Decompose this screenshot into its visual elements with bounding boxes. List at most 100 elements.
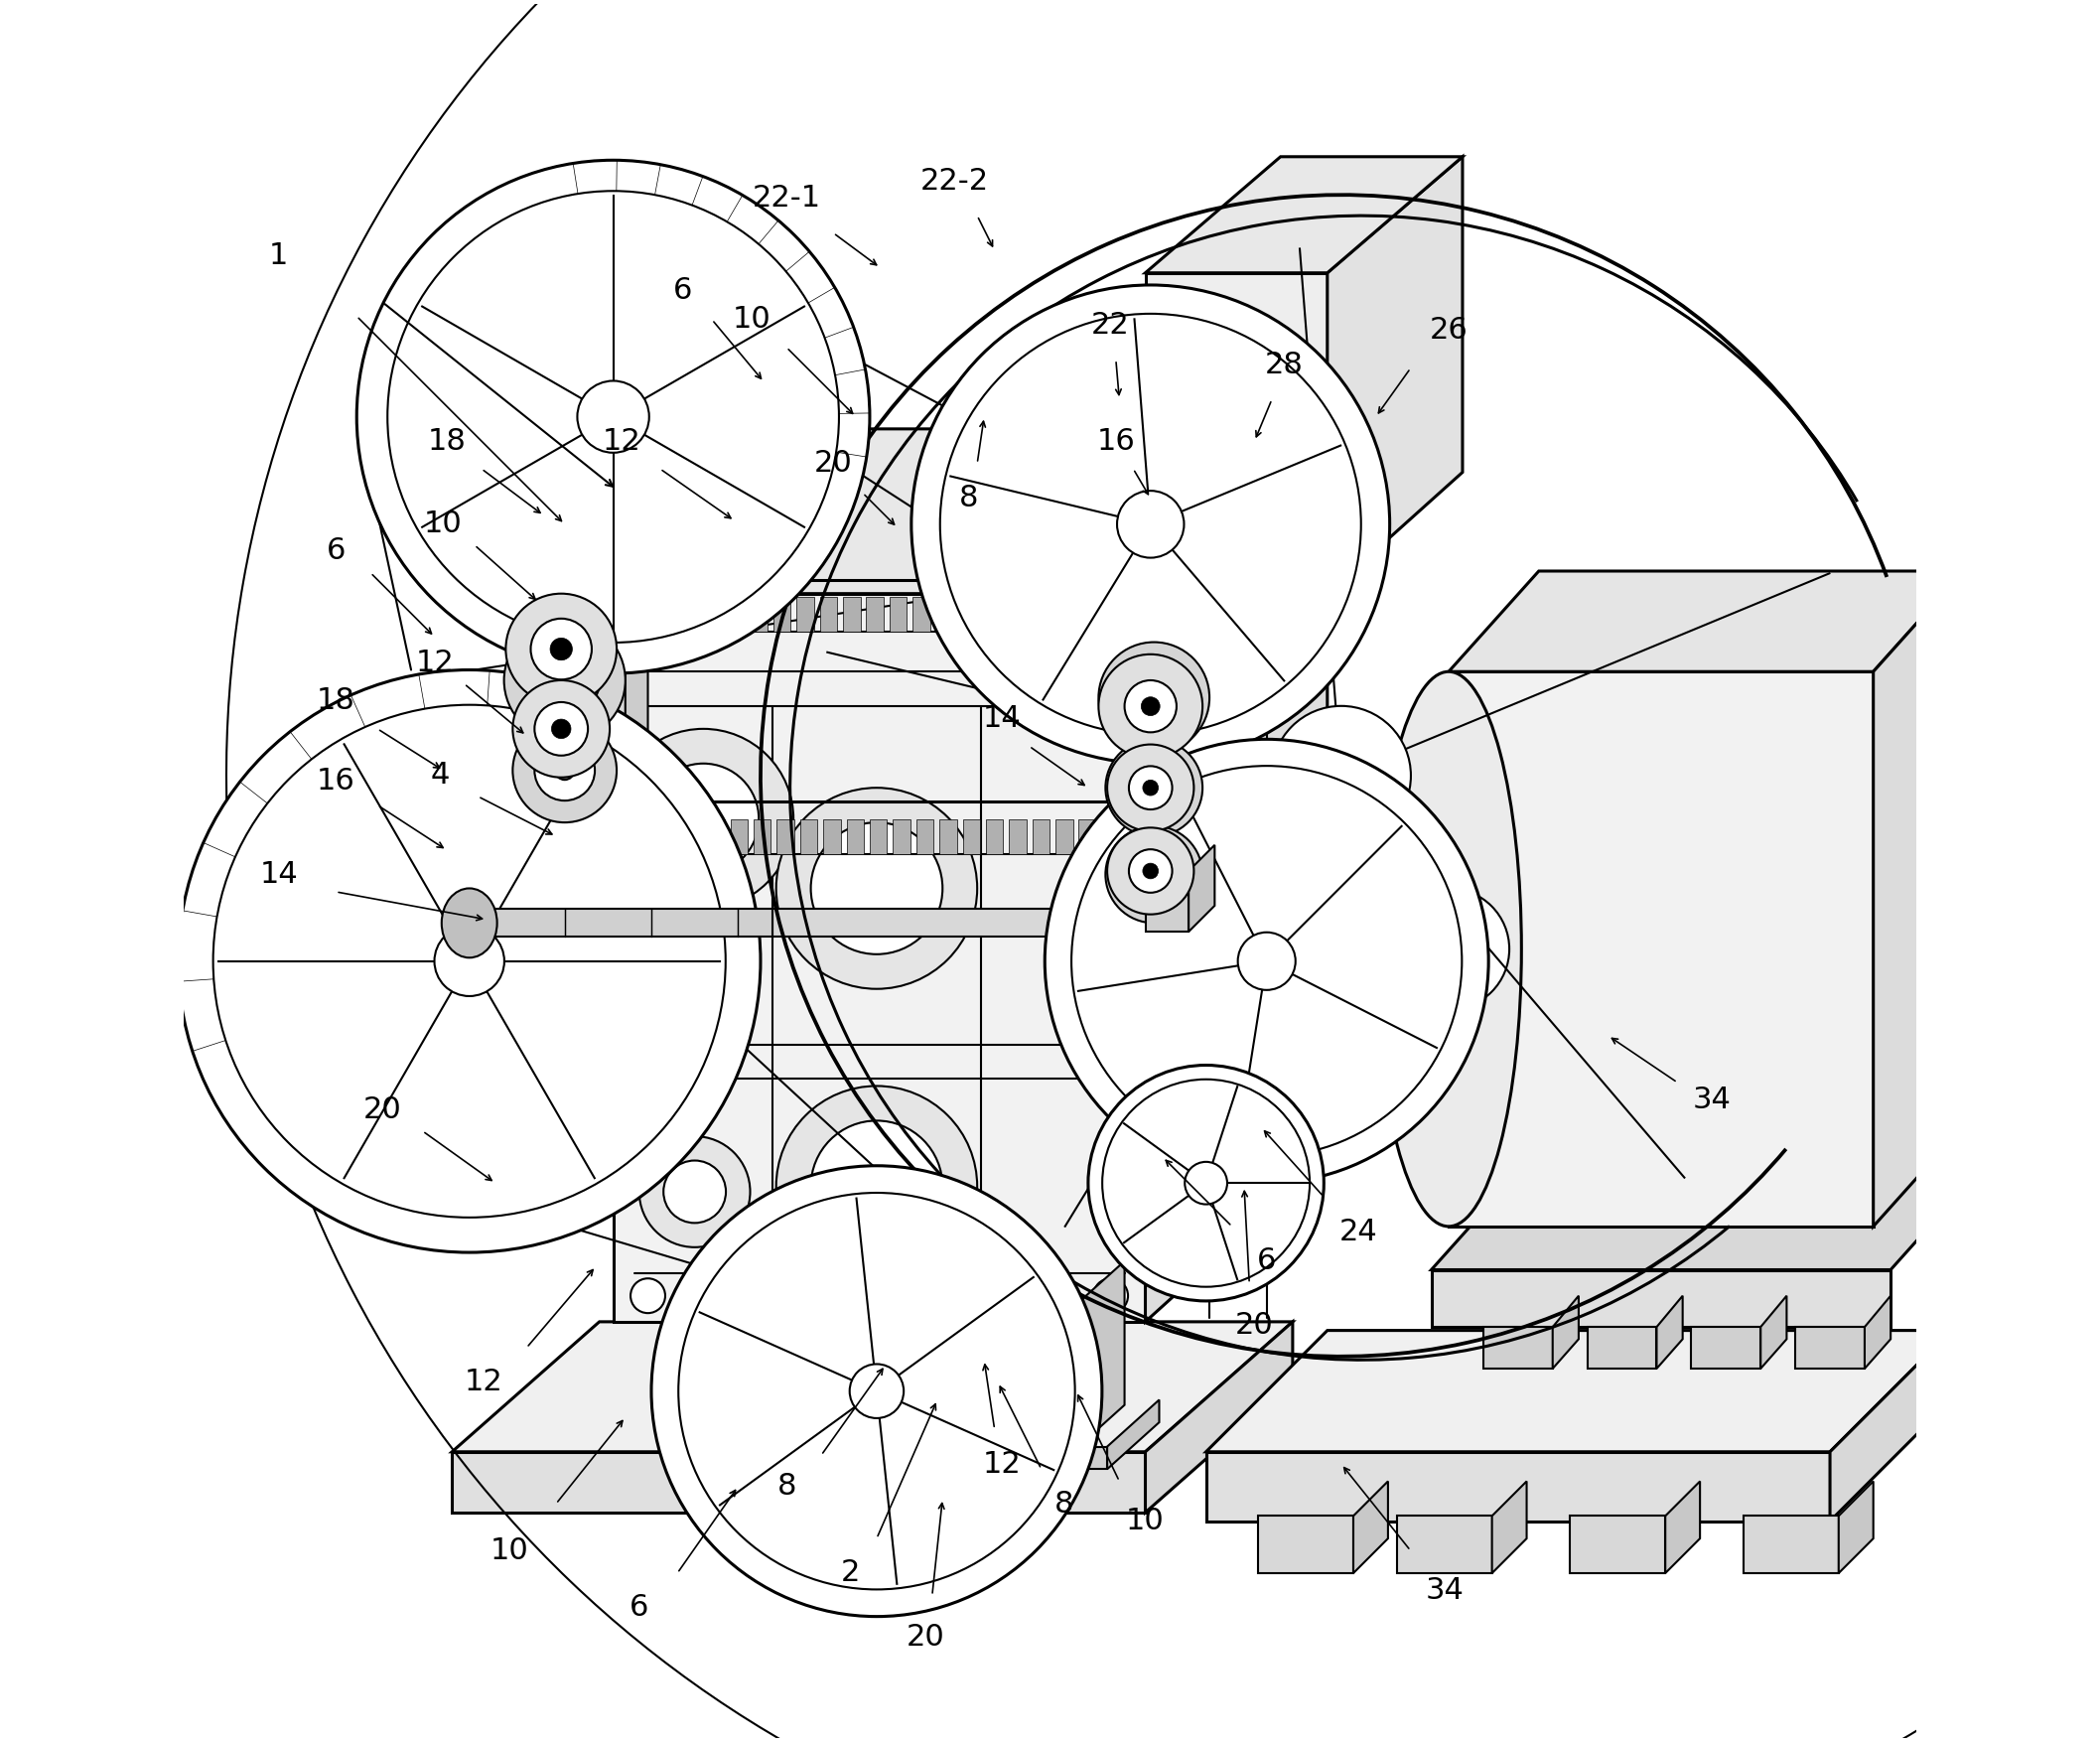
Polygon shape — [613, 594, 1145, 1322]
Circle shape — [554, 669, 575, 692]
Polygon shape — [1432, 1270, 1890, 1327]
Polygon shape — [685, 819, 701, 854]
Text: 12: 12 — [983, 1449, 1021, 1479]
Text: 34: 34 — [1693, 1085, 1730, 1115]
Circle shape — [529, 645, 601, 716]
Polygon shape — [731, 819, 748, 854]
Text: 16: 16 — [1096, 427, 1136, 455]
Text: 22: 22 — [1092, 310, 1130, 340]
Circle shape — [1140, 697, 1159, 716]
Circle shape — [649, 763, 758, 874]
Text: 8: 8 — [960, 484, 979, 512]
Polygon shape — [750, 598, 766, 632]
Text: 34: 34 — [1426, 1577, 1464, 1604]
Circle shape — [1422, 923, 1474, 976]
Text: 1: 1 — [269, 240, 288, 270]
Polygon shape — [451, 1451, 1145, 1512]
Polygon shape — [680, 598, 697, 632]
Polygon shape — [976, 1446, 1107, 1469]
Text: 20: 20 — [363, 1096, 401, 1125]
Circle shape — [613, 728, 794, 909]
Circle shape — [552, 719, 571, 739]
Text: 6: 6 — [630, 1594, 649, 1622]
Circle shape — [512, 718, 617, 822]
Circle shape — [178, 671, 760, 1252]
Circle shape — [668, 1026, 687, 1047]
Circle shape — [1094, 1279, 1128, 1313]
Polygon shape — [1218, 819, 1235, 854]
Text: 20: 20 — [905, 1624, 945, 1651]
Polygon shape — [1195, 819, 1212, 854]
Text: 24: 24 — [1340, 1218, 1378, 1246]
Text: 18: 18 — [317, 686, 355, 716]
Circle shape — [668, 1009, 687, 1030]
Polygon shape — [869, 819, 886, 854]
Circle shape — [1107, 827, 1195, 915]
Polygon shape — [708, 819, 724, 854]
Circle shape — [1098, 643, 1210, 753]
Text: 14: 14 — [260, 861, 298, 888]
Circle shape — [554, 761, 573, 780]
Circle shape — [1098, 655, 1203, 758]
Circle shape — [1046, 739, 1489, 1183]
Circle shape — [668, 991, 687, 1012]
Polygon shape — [892, 819, 909, 854]
Polygon shape — [914, 598, 930, 632]
Polygon shape — [1006, 598, 1023, 632]
Circle shape — [1130, 850, 1172, 892]
Circle shape — [850, 1364, 903, 1418]
Circle shape — [1237, 932, 1296, 989]
Circle shape — [536, 702, 588, 756]
Polygon shape — [937, 598, 953, 632]
Polygon shape — [613, 429, 1327, 594]
Polygon shape — [962, 819, 981, 854]
Circle shape — [777, 1085, 976, 1287]
Circle shape — [1088, 1064, 1323, 1301]
Polygon shape — [1172, 819, 1189, 854]
Text: 14: 14 — [983, 704, 1021, 733]
Circle shape — [668, 974, 687, 995]
Circle shape — [1094, 598, 1128, 632]
Polygon shape — [842, 598, 861, 632]
Circle shape — [531, 618, 592, 679]
Polygon shape — [1102, 819, 1119, 854]
Ellipse shape — [1376, 672, 1522, 1226]
Polygon shape — [796, 598, 815, 632]
Text: 6: 6 — [1258, 1247, 1277, 1275]
Text: 28: 28 — [1264, 350, 1304, 380]
Polygon shape — [1149, 819, 1166, 854]
Polygon shape — [1760, 1296, 1787, 1369]
Polygon shape — [1052, 598, 1069, 632]
Circle shape — [1128, 761, 1180, 815]
Polygon shape — [1665, 1481, 1701, 1573]
Polygon shape — [867, 598, 884, 632]
Circle shape — [1388, 888, 1510, 1010]
Polygon shape — [1865, 1296, 1890, 1369]
Polygon shape — [1449, 672, 1873, 1226]
Polygon shape — [1483, 1327, 1552, 1369]
Text: 20: 20 — [815, 449, 853, 477]
Circle shape — [911, 286, 1390, 763]
Polygon shape — [1258, 1516, 1352, 1573]
Polygon shape — [890, 598, 907, 632]
Circle shape — [811, 822, 943, 955]
Polygon shape — [1552, 1296, 1579, 1369]
Circle shape — [506, 594, 617, 704]
Polygon shape — [586, 629, 626, 775]
Circle shape — [638, 1136, 750, 1247]
Polygon shape — [1432, 1169, 1980, 1270]
Polygon shape — [800, 819, 817, 854]
Polygon shape — [634, 598, 651, 632]
Polygon shape — [1145, 157, 1462, 273]
Polygon shape — [773, 909, 1144, 937]
Polygon shape — [1056, 819, 1073, 854]
Text: 10: 10 — [489, 1536, 529, 1564]
Circle shape — [777, 787, 976, 989]
Polygon shape — [1033, 819, 1050, 854]
Circle shape — [504, 620, 626, 740]
Polygon shape — [1829, 1331, 1951, 1521]
Circle shape — [1130, 766, 1172, 810]
Polygon shape — [1079, 819, 1096, 854]
Polygon shape — [773, 598, 792, 632]
Polygon shape — [626, 608, 649, 775]
